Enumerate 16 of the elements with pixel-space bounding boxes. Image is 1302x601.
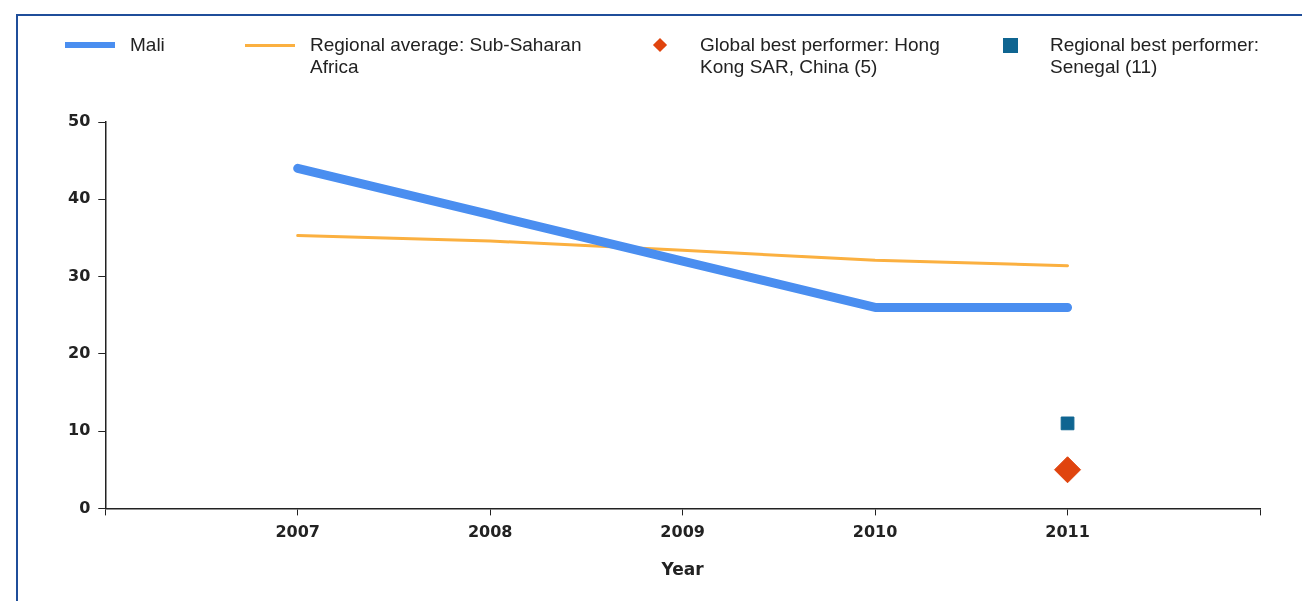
legend-label: Regional best performer: Senegal (11) <box>1050 34 1261 78</box>
y-tick-label: 10 <box>68 420 91 440</box>
x-tick-label: 2007 <box>275 522 320 542</box>
y-tick-label: 40 <box>68 188 91 208</box>
legend-label: Mali <box>130 34 165 56</box>
y-tick-label: 50 <box>68 111 91 131</box>
y-tick-label: 0 <box>79 497 91 517</box>
x-tick-label: 2010 <box>852 522 898 542</box>
x-axis-title: Year <box>660 559 705 580</box>
x-tick-label: 2008 <box>467 522 513 542</box>
y-tick-label: 30 <box>68 265 91 285</box>
legend-label: Regional average: Sub-Saharan Africa <box>310 34 583 78</box>
x-tick-label: 2009 <box>660 522 705 542</box>
y-tick-label: 20 <box>68 343 91 362</box>
legend-label: Global best performer: Hong Kong SAR, China (5) <box>700 34 941 78</box>
x-tick-label: 2011 <box>1045 522 1090 542</box>
